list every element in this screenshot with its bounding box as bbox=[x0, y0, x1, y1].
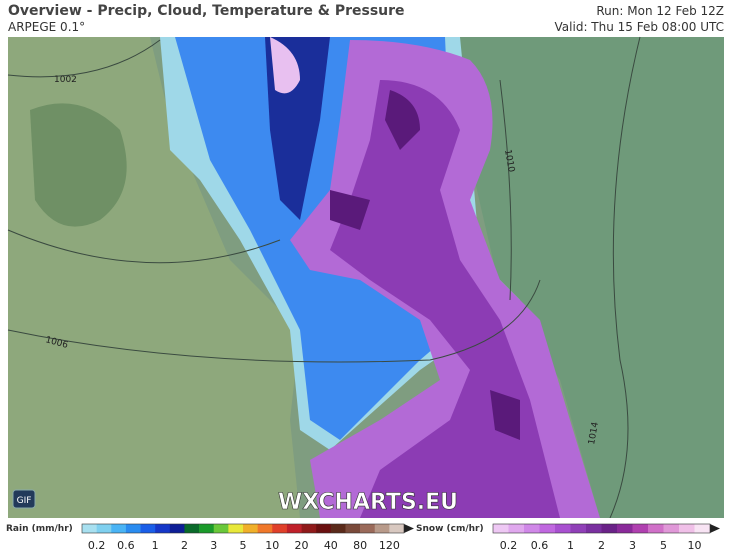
legend-tick-label: 10 bbox=[265, 539, 279, 552]
legend-frame bbox=[492, 523, 711, 534]
title: Overview - Precip, Cloud, Temperature & … bbox=[8, 3, 405, 19]
legend-tick-label: 0.2 bbox=[500, 539, 518, 552]
legend-swatch bbox=[228, 524, 244, 533]
legend-swatch bbox=[508, 524, 525, 533]
isobar-label: 1014 bbox=[587, 421, 601, 446]
legend-swatch bbox=[169, 524, 185, 533]
isobar-label: 1010 bbox=[502, 149, 516, 174]
land-east bbox=[440, 37, 724, 518]
land-uk bbox=[30, 103, 127, 227]
legend-tick-label: 0.2 bbox=[88, 539, 106, 552]
legend-tick-label: 20 bbox=[295, 539, 309, 552]
snow-patch bbox=[270, 37, 300, 94]
snow-heavy bbox=[330, 90, 520, 440]
legend-swatch bbox=[125, 524, 141, 533]
isobar-label: 1002 bbox=[54, 75, 77, 85]
legend-swatch bbox=[539, 524, 556, 533]
legend-swatch bbox=[140, 524, 156, 533]
legend-swatch bbox=[648, 524, 664, 533]
legend-swatch bbox=[601, 524, 618, 533]
legend-tick-label: 1 bbox=[567, 539, 574, 552]
legend-swatch bbox=[82, 524, 97, 533]
legend-swatch bbox=[286, 524, 302, 533]
legend-tick-label: 5 bbox=[240, 539, 247, 552]
legend-swatch bbox=[632, 524, 649, 533]
legend-tick-label: 3 bbox=[629, 539, 636, 552]
legend-tick-label: 10 bbox=[688, 539, 702, 552]
legend-swatch bbox=[570, 524, 587, 533]
legend-tick-label: 5 bbox=[660, 539, 667, 552]
legend-swatch bbox=[586, 524, 602, 533]
legend-swatch bbox=[679, 524, 695, 533]
legend-tick-label: 40 bbox=[324, 539, 338, 552]
legend-swatch bbox=[617, 524, 633, 533]
isobars bbox=[7, 36, 641, 519]
legend-arrow bbox=[404, 524, 414, 533]
legend-swatch bbox=[694, 524, 711, 533]
legend-swatch bbox=[257, 524, 273, 533]
legend-swatch bbox=[316, 524, 332, 533]
legend-swatch bbox=[155, 524, 171, 533]
legend-swatch bbox=[360, 524, 376, 533]
legend-tick-label: 120 bbox=[379, 539, 400, 552]
legend-swatch bbox=[663, 524, 680, 533]
legend-tick-label: 3 bbox=[210, 539, 217, 552]
legend-swatch bbox=[493, 524, 509, 533]
legend-swatch bbox=[301, 524, 317, 533]
legend-tick-label: 2 bbox=[598, 539, 605, 552]
legend-swatch bbox=[199, 524, 215, 533]
legend-arrow bbox=[710, 524, 720, 533]
legend-tick-label: 0.6 bbox=[531, 539, 549, 552]
model: ARPEGE 0.1° bbox=[8, 20, 86, 34]
legend-swatch bbox=[330, 524, 346, 533]
gif-button-label[interactable]: GIF bbox=[17, 496, 32, 506]
legend-tick-label: 0.6 bbox=[117, 539, 135, 552]
legend-swatch bbox=[243, 524, 258, 533]
legend-swatch bbox=[213, 524, 229, 533]
legend-swatch bbox=[272, 524, 288, 533]
legend-swatch bbox=[374, 524, 390, 533]
legend-title: Rain (mm/hr) bbox=[6, 524, 73, 534]
watermark: WXCHARTS.EU bbox=[278, 490, 458, 515]
legend-tick-label: 1 bbox=[152, 539, 159, 552]
legend-swatch bbox=[345, 524, 361, 533]
gif-button[interactable] bbox=[12, 489, 36, 509]
valid: Valid: Thu 15 Feb 08:00 UTC bbox=[554, 20, 724, 34]
legend-frame bbox=[81, 523, 405, 534]
legend-swatch bbox=[184, 524, 200, 533]
legend-title: Snow (cm/hr) bbox=[416, 524, 484, 534]
legend-tick-label: 2 bbox=[181, 539, 188, 552]
legend-swatch bbox=[524, 524, 540, 533]
legend-tick-label: 80 bbox=[353, 539, 367, 552]
run: Run: Mon 12 Feb 12Z bbox=[596, 4, 724, 18]
legend-swatch bbox=[389, 524, 405, 533]
legend-swatch bbox=[96, 524, 112, 533]
legend-swatch bbox=[555, 524, 571, 533]
legend-swatch bbox=[111, 524, 127, 533]
